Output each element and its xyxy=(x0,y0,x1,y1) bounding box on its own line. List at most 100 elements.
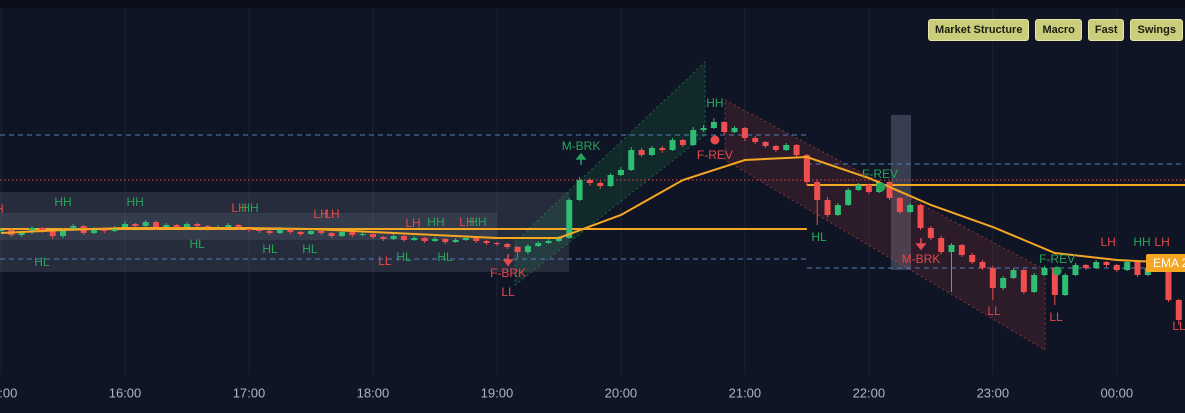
candle-body xyxy=(266,231,273,233)
candle-body xyxy=(989,268,996,288)
candle-body xyxy=(411,238,418,240)
candle-body xyxy=(555,238,562,241)
marker-dot xyxy=(1052,266,1062,276)
candle-body xyxy=(927,228,934,238)
candle-body xyxy=(597,183,604,186)
structure-label: LL xyxy=(378,254,392,268)
candle-body xyxy=(29,228,36,232)
structure-label: HL xyxy=(396,250,412,264)
candle-body xyxy=(338,232,345,236)
toolbar-button[interactable]: Swings xyxy=(1130,19,1183,41)
candle-body xyxy=(153,222,160,228)
x-tick-label: 16:00 xyxy=(109,385,142,400)
candle-body xyxy=(18,232,25,235)
candle-body xyxy=(628,150,635,170)
structure-label: HL xyxy=(302,242,318,256)
candle-body xyxy=(545,241,552,243)
structure-label: LL xyxy=(1172,319,1185,333)
x-axis-area xyxy=(0,375,1185,413)
structure-label: HH xyxy=(54,195,71,209)
candle-body xyxy=(824,200,831,215)
x-tick-label: 15:00 xyxy=(0,385,17,400)
candle-body xyxy=(504,244,511,247)
toolbar: Market Structure Macro Fast Swings xyxy=(928,19,1183,41)
candle-body xyxy=(122,224,129,228)
candle-body xyxy=(752,138,759,142)
candle-body xyxy=(173,225,180,227)
candle-body xyxy=(648,148,655,155)
toolbar-button[interactable]: Macro xyxy=(1035,19,1082,41)
structure-label: F-REV xyxy=(1039,252,1075,266)
candle-body xyxy=(659,148,666,150)
candle-body xyxy=(142,222,149,226)
candle-body xyxy=(1020,270,1027,292)
candle-body xyxy=(793,145,800,155)
candle-body xyxy=(0,230,5,231)
x-tick-label: 23:00 xyxy=(977,385,1010,400)
candle-body xyxy=(1010,270,1017,278)
candle-body xyxy=(938,238,945,252)
candle-body xyxy=(958,245,965,255)
marker-dot xyxy=(876,182,886,192)
candle-body xyxy=(979,262,986,268)
structure-label: F-REV xyxy=(862,167,898,181)
candle-body xyxy=(60,230,67,236)
candle-body xyxy=(256,230,263,231)
candle-body xyxy=(576,180,583,200)
overlay-layer: LHHHHLHHHLLHHHHLHLLHLHLLHLLHHHHLLHHHF-BR… xyxy=(0,96,1185,333)
x-tick-label: 17:00 xyxy=(233,385,266,400)
candle-body xyxy=(772,146,779,150)
marker-dot xyxy=(710,135,720,145)
candle-body xyxy=(731,128,738,132)
candle-body xyxy=(1041,268,1048,275)
candle-body xyxy=(803,155,810,182)
x-tick-label: 19:00 xyxy=(481,385,514,400)
candle-body xyxy=(710,122,717,128)
ema-tag: EMA 2 xyxy=(1146,254,1185,272)
candle-body xyxy=(1000,278,1007,288)
structure-label: HH xyxy=(241,201,258,215)
candle-body xyxy=(359,234,366,235)
candle-body xyxy=(1103,262,1110,265)
candle-body xyxy=(49,231,56,236)
candle-body xyxy=(70,226,77,230)
ema-line xyxy=(0,155,1179,264)
structure-label: LL xyxy=(501,285,515,299)
candle-body xyxy=(834,205,841,215)
marker-arrow xyxy=(915,238,927,251)
candle-body xyxy=(1031,275,1038,292)
candle-body xyxy=(328,233,335,236)
toolbar-button[interactable]: Fast xyxy=(1087,19,1125,41)
structure-label: LH xyxy=(0,202,4,216)
structure-label: LH xyxy=(1100,235,1115,249)
toolbar-button[interactable]: Market Structure xyxy=(928,19,1030,41)
structure-label: LH xyxy=(324,207,339,221)
candle-body xyxy=(700,128,707,130)
candle-body xyxy=(1124,262,1131,270)
marker-arrow xyxy=(575,152,587,165)
candle-body xyxy=(462,238,469,240)
x-tick-label: 22:00 xyxy=(853,385,886,400)
candle-body xyxy=(1165,265,1172,300)
candle-body xyxy=(111,228,118,231)
candle-body xyxy=(431,239,438,241)
candle-body xyxy=(638,150,645,155)
candle-body xyxy=(586,180,593,183)
structure-label: LH xyxy=(459,215,474,229)
candle-body xyxy=(721,122,728,132)
candle-body xyxy=(617,170,624,175)
candle-body xyxy=(442,239,449,242)
structure-label: LH xyxy=(1154,235,1169,249)
candle-body xyxy=(483,241,490,243)
x-tick-label: 21:00 xyxy=(729,385,762,400)
candle-body xyxy=(194,224,201,226)
candle-body xyxy=(855,185,862,190)
candle-body xyxy=(349,232,356,235)
structure-label: LL xyxy=(987,304,1001,318)
candle-body xyxy=(814,182,821,200)
candle-body xyxy=(566,200,573,238)
candle-body xyxy=(886,182,893,198)
structure-label: F-REV xyxy=(697,148,733,162)
